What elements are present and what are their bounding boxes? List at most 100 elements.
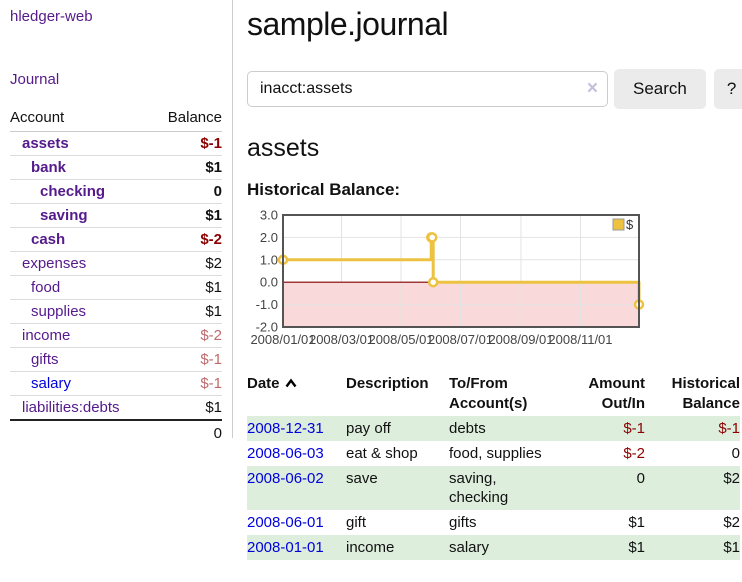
account-balance: $1 <box>151 395 222 421</box>
transaction-accounts: debts <box>449 420 486 437</box>
search-input[interactable] <box>247 71 608 107</box>
sidebar-account-link[interactable]: income <box>22 327 71 344</box>
y-axis-tick-label: 0.0 <box>260 275 278 290</box>
accounts-header-balance: Balance <box>151 106 222 132</box>
transaction-amount: $-1 <box>623 420 645 437</box>
y-axis-tick-label: -1.0 <box>256 297 278 312</box>
x-axis-tick-label: 2008/03/01 <box>309 332 374 347</box>
account-balance: $1 <box>151 155 222 180</box>
accounts-header-account: Account <box>10 106 152 132</box>
sidebar: hledger-web Journal Account Balance asse… <box>0 0 233 446</box>
search-form: × Search ? <box>247 69 742 109</box>
search-box: × <box>247 71 608 107</box>
transaction-accounts: food, supplies <box>449 445 542 462</box>
hledger-web-app: hledger-web Journal Account Balance asse… <box>0 0 742 560</box>
sidebar-account-link[interactable]: bank <box>31 159 67 176</box>
transaction-amount: $1 <box>628 539 645 556</box>
account-row: saving $1 <box>10 203 222 228</box>
search-button[interactable]: Search <box>614 69 706 109</box>
account-balance: $1 <box>151 299 222 324</box>
x-axis-tick-label: 2008/07/01 <box>428 332 493 347</box>
sidebar-account-link[interactable]: cash <box>31 231 66 248</box>
accounts-table: Account Balance assets $-1 bank $1 checking 0… <box>10 106 222 446</box>
account-row: expenses $2 <box>10 251 222 276</box>
transaction-date-link[interactable]: 2008-12-31 <box>247 420 324 437</box>
account-row: food $1 <box>10 275 222 300</box>
transaction-amount: $1 <box>628 514 645 531</box>
sidebar-account-link[interactable]: checking <box>40 183 106 200</box>
account-balance: $1 <box>151 275 222 300</box>
account-balance: $1 <box>151 203 222 228</box>
transaction-amount: 0 <box>636 470 645 487</box>
account-balance: $-1 <box>151 371 222 396</box>
transaction-accounts: gifts <box>449 514 477 531</box>
account-heading: assets <box>247 134 320 162</box>
transaction-accounts: salary <box>449 539 490 556</box>
transaction-row: 2008-01-01 income salary $1 $1 <box>247 535 740 560</box>
help-button[interactable]: ? <box>713 69 742 109</box>
sort-ascending-icon <box>285 374 297 394</box>
sidebar-account-link[interactable]: assets <box>22 135 69 152</box>
account-row: assets $-1 <box>10 131 222 156</box>
transaction-balance: $2 <box>723 514 740 531</box>
sidebar-account-link[interactable]: food <box>31 279 61 296</box>
transaction-row: 2008-06-02 save saving, checking 0 $2 <box>247 466 740 510</box>
transaction-row: 2008-12-31 pay off debts $-1 $-1 <box>247 416 740 441</box>
register-header-row: Date Description To/From Account(s) Amou… <box>247 372 740 416</box>
register-body: 2008-12-31 pay off debts $-1 $-1 2008-06-03 ea… <box>247 416 740 560</box>
transaction-balance: 0 <box>731 445 740 462</box>
x-axis-tick-label: 2008/05/01 <box>368 332 433 347</box>
transaction-balance: $-1 <box>718 420 740 437</box>
page-title: sample.journal <box>247 6 449 42</box>
register-header-description: Description <box>346 375 429 392</box>
sidebar-account-link[interactable]: gifts <box>31 351 59 368</box>
sidebar-account-link[interactable]: supplies <box>31 303 87 320</box>
transaction-date-link[interactable]: 2008-06-01 <box>247 514 324 531</box>
transaction-description: save <box>346 470 378 487</box>
account-balance: 0 <box>151 179 222 204</box>
transaction-balance: $1 <box>723 539 740 556</box>
register-header-amount: Amount Out/In <box>588 375 645 412</box>
y-axis-tick-label: -2.0 <box>256 320 278 335</box>
y-axis-tick-label: 1.0 <box>260 252 278 267</box>
register-table: Date Description To/From Account(s) Amou… <box>247 372 740 560</box>
brand-link[interactable]: hledger-web <box>10 8 93 25</box>
x-axis-tick-label: 2008/09/01 <box>488 332 553 347</box>
transaction-date-link[interactable]: 2008-01-01 <box>247 539 324 556</box>
register-header-date[interactable]: Date <box>247 372 346 416</box>
transaction-row: 2008-06-01 gift gifts $1 $2 <box>247 510 740 535</box>
clear-search-icon[interactable]: × <box>586 78 598 100</box>
legend-swatch <box>612 218 625 231</box>
x-axis-tick-label: 2008/11/01 <box>548 332 612 347</box>
chart-title: Historical Balance: <box>247 180 401 199</box>
account-row: gifts $-1 <box>10 347 222 372</box>
account-row: cash $-2 <box>10 227 222 252</box>
account-balance: $-1 <box>151 347 222 372</box>
accounts-total-value: 0 <box>151 419 222 446</box>
account-row: salary $-1 <box>10 371 222 396</box>
sidebar-account-link[interactable]: saving <box>40 207 88 224</box>
nav-journal-link[interactable]: Journal <box>10 71 60 88</box>
sidebar-account-link[interactable]: liabilities:debts <box>22 399 120 416</box>
main-content: sample.journal × Search ? assets Histori… <box>233 0 742 560</box>
transaction-balance: $2 <box>723 470 740 487</box>
sidebar-account-link[interactable]: expenses <box>22 255 87 272</box>
transaction-date-link[interactable]: 2008-06-03 <box>247 445 324 462</box>
transaction-description: pay off <box>346 420 391 437</box>
transaction-description: income <box>346 539 395 556</box>
account-balance: $2 <box>151 251 222 276</box>
account-balance: $-1 <box>151 131 222 156</box>
y-axis-tick-label: 2.0 <box>260 230 278 245</box>
transaction-row: 2008-06-03 eat & shop food, supplies $-2 0 <box>247 441 740 466</box>
accounts-body: assets $-1 bank $1 checking 0 saving $1 cash $-2 e… <box>10 131 222 421</box>
transaction-accounts: saving, checking <box>449 470 509 506</box>
transaction-description: eat & shop <box>346 445 418 462</box>
register-header-date-label: Date <box>247 375 280 392</box>
register-header-balance: Historical Balance <box>671 375 740 412</box>
account-balance: $-2 <box>151 227 222 252</box>
sidebar-account-link[interactable]: salary <box>31 375 72 392</box>
register-header-accounts: To/From Account(s) <box>449 375 528 412</box>
account-row: liabilities:debts $1 <box>10 395 222 421</box>
x-axis-tick-label: 2008/01/01 <box>250 332 315 347</box>
transaction-date-link[interactable]: 2008-06-02 <box>247 470 324 487</box>
